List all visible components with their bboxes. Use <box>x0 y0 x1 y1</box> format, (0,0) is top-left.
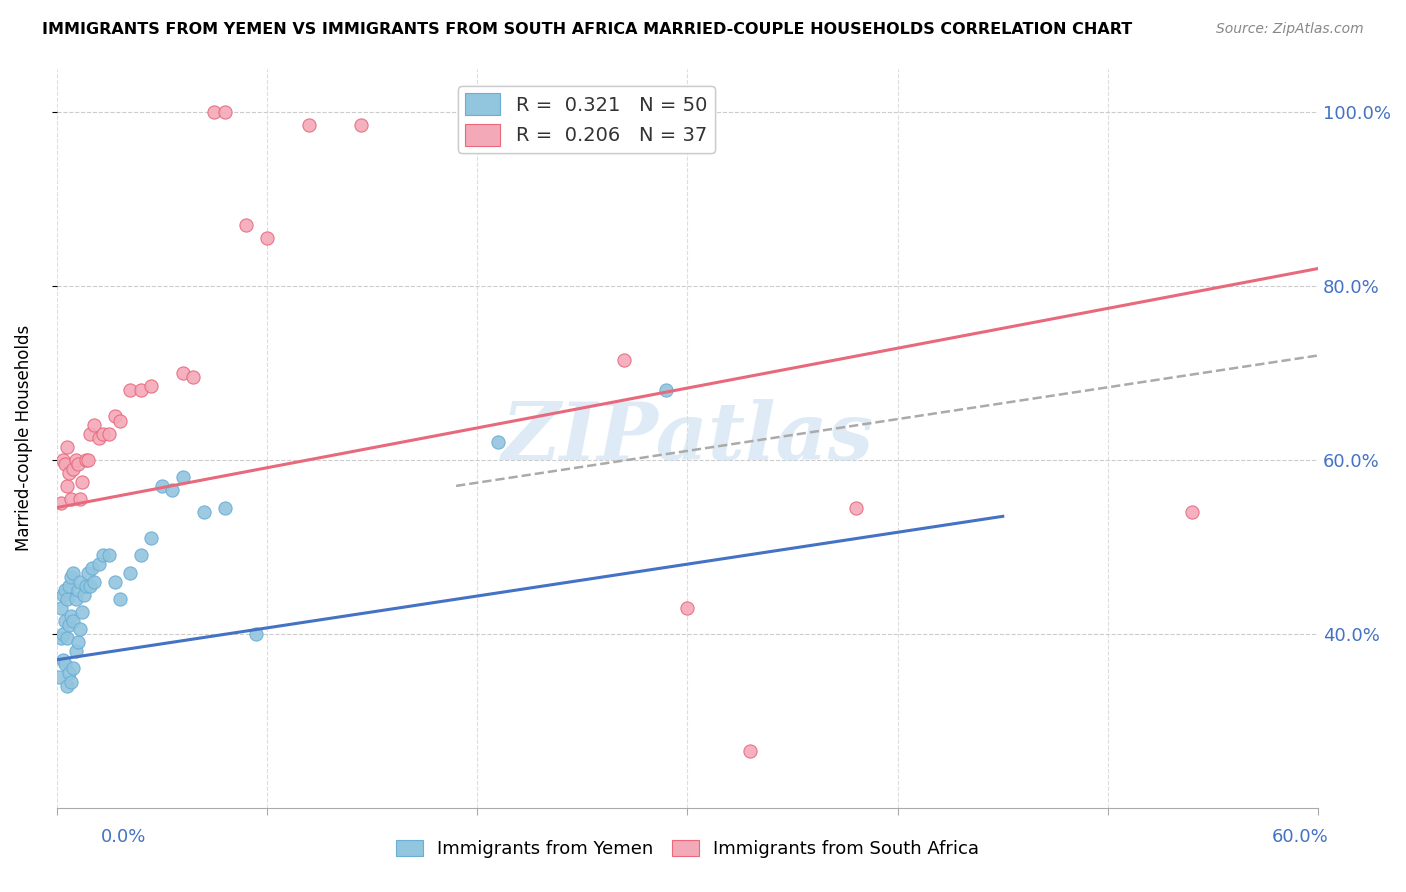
Point <box>48 670 70 684</box>
Text: IMMIGRANTS FROM YEMEN VS IMMIGRANTS FROM SOUTH AFRICA MARRIED-COUPLE HOUSEHOLDS : IMMIGRANTS FROM YEMEN VS IMMIGRANTS FROM… <box>42 22 1132 37</box>
Point <box>245 626 267 640</box>
Point <box>60 491 83 506</box>
Point <box>87 431 110 445</box>
Point <box>60 674 83 689</box>
Point <box>60 570 83 584</box>
Point <box>52 588 75 602</box>
Point <box>77 566 100 580</box>
Point <box>56 631 79 645</box>
Point <box>66 635 89 649</box>
Point <box>141 379 163 393</box>
Point <box>172 470 194 484</box>
Point <box>120 383 142 397</box>
Point <box>91 549 114 563</box>
Point <box>58 618 80 632</box>
Point <box>49 631 72 645</box>
Point <box>108 414 131 428</box>
Point <box>56 440 79 454</box>
Point <box>69 574 91 589</box>
Y-axis label: Married-couple Households: Married-couple Households <box>15 325 32 551</box>
Point <box>235 218 257 232</box>
Point <box>98 426 121 441</box>
Point <box>58 579 80 593</box>
Point <box>65 591 87 606</box>
Text: Source: ZipAtlas.com: Source: ZipAtlas.com <box>1216 22 1364 37</box>
Point <box>53 583 76 598</box>
Point <box>75 452 97 467</box>
Point <box>79 426 101 441</box>
Point <box>69 623 91 637</box>
Point <box>53 657 76 672</box>
Point <box>56 679 79 693</box>
Point <box>350 118 373 132</box>
Point <box>49 496 72 510</box>
Point <box>65 644 87 658</box>
Point <box>193 505 215 519</box>
Point <box>62 566 84 580</box>
Point <box>486 435 509 450</box>
Point <box>62 614 84 628</box>
Point <box>49 600 72 615</box>
Legend: R =  0.321   N = 50, R =  0.206   N = 37: R = 0.321 N = 50, R = 0.206 N = 37 <box>458 86 716 153</box>
Point <box>58 665 80 680</box>
Point <box>66 583 89 598</box>
Point <box>65 452 87 467</box>
Point <box>655 383 678 397</box>
Point <box>79 579 101 593</box>
Point <box>298 118 321 132</box>
Point <box>129 549 152 563</box>
Text: ZIPatlas: ZIPatlas <box>502 400 873 477</box>
Text: 60.0%: 60.0% <box>1272 828 1329 846</box>
Point <box>676 600 699 615</box>
Point <box>70 605 93 619</box>
Point <box>66 457 89 471</box>
Point <box>129 383 152 397</box>
Point <box>256 231 278 245</box>
Point <box>52 653 75 667</box>
Point <box>181 370 204 384</box>
Point <box>77 452 100 467</box>
Point <box>1181 505 1204 519</box>
Point <box>60 609 83 624</box>
Point <box>104 409 127 424</box>
Point <box>120 566 142 580</box>
Point <box>172 366 194 380</box>
Point <box>98 549 121 563</box>
Point <box>70 475 93 489</box>
Point <box>52 452 75 467</box>
Point <box>56 479 79 493</box>
Point <box>52 626 75 640</box>
Point <box>83 574 105 589</box>
Point <box>740 744 762 758</box>
Point <box>83 417 105 432</box>
Point <box>69 491 91 506</box>
Point <box>73 588 96 602</box>
Point <box>53 614 76 628</box>
Point <box>108 591 131 606</box>
Point <box>56 591 79 606</box>
Point <box>62 661 84 675</box>
Point <box>162 483 184 498</box>
Point <box>214 105 236 120</box>
Point <box>845 500 868 515</box>
Point <box>214 500 236 515</box>
Point <box>104 574 127 589</box>
Point <box>150 479 173 493</box>
Point <box>141 531 163 545</box>
Point <box>87 557 110 571</box>
Text: 0.0%: 0.0% <box>101 828 146 846</box>
Point <box>58 466 80 480</box>
Point <box>82 561 104 575</box>
Point <box>53 457 76 471</box>
Point <box>91 426 114 441</box>
Point <box>202 105 225 120</box>
Point <box>75 579 97 593</box>
Point <box>62 461 84 475</box>
Point <box>613 352 636 367</box>
